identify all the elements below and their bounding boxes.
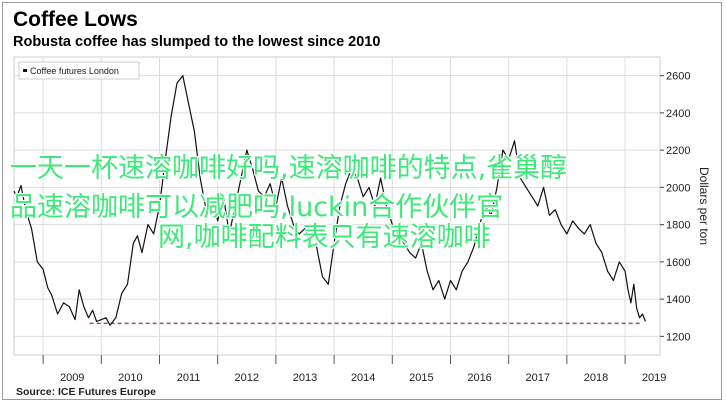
legend-label: Coffee futures London xyxy=(30,66,119,76)
axes: 1200 1400 1600 1800 2000 2200 2400 2600 2009 2010… xyxy=(42,71,690,384)
legend-box xyxy=(18,61,140,80)
x-tick-label: 2010 xyxy=(118,372,142,384)
source-note: Source: ICE Futures Europe xyxy=(16,386,157,398)
y-tick-label: 1200 xyxy=(666,331,690,343)
x-tick-label: 2018 xyxy=(584,372,608,384)
x-tick-label: 2014 xyxy=(351,372,375,384)
chart-frame xyxy=(2,2,722,400)
y-tick-label: 2600 xyxy=(666,71,690,83)
x-tick-label: 2015 xyxy=(409,372,433,384)
chart-subtitle: Robusta coffee has slumped to the lowest… xyxy=(13,34,381,50)
x-tick-label: 2017 xyxy=(526,372,550,384)
series-line xyxy=(13,74,647,326)
x-tick-label: 2019 xyxy=(642,372,666,384)
legend: Coffee futures London xyxy=(18,61,140,80)
x-tick-label: 2013 xyxy=(293,372,317,384)
chart-title: Coffee Lows xyxy=(13,8,138,31)
y-tick-label: 1400 xyxy=(666,294,690,306)
x-tick-label: 2009 xyxy=(60,372,84,384)
plot-area xyxy=(13,56,661,356)
y-tick-label: 1800 xyxy=(666,220,690,232)
x-tick-label: 2012 xyxy=(235,372,259,384)
x-tick-label: 2011 xyxy=(177,372,201,384)
y-tick-label: 2200 xyxy=(666,145,690,157)
y-axis-title: Dollars per ton xyxy=(697,167,711,245)
grid xyxy=(14,57,660,355)
y-tick-label: 2400 xyxy=(666,108,690,120)
series-layer xyxy=(13,74,647,326)
y-tick-label: 2000 xyxy=(666,182,690,194)
x-tick-label: 2016 xyxy=(467,372,491,384)
y-tick-label: 1600 xyxy=(666,257,690,269)
